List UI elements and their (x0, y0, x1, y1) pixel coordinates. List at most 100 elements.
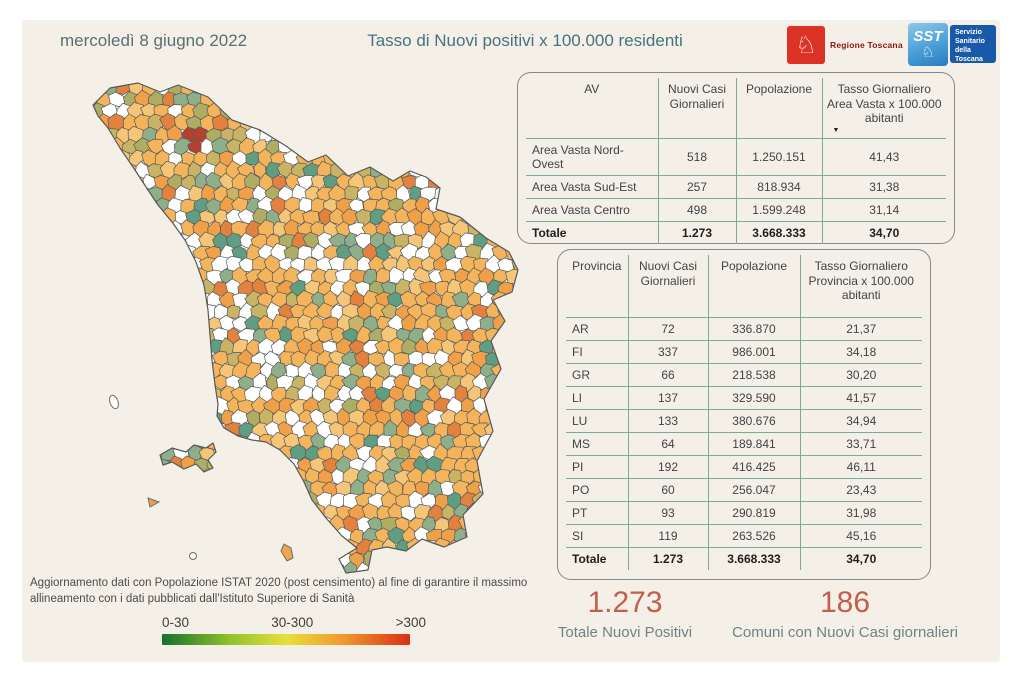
column-header-av[interactable]: AV (526, 78, 658, 139)
table-cell: 189.841 (707, 432, 800, 456)
table-cell: MS (566, 432, 628, 456)
table-cell: 329.590 (707, 386, 800, 410)
table-cell: 34,70 (799, 547, 922, 570)
sst-acronym: SST (913, 28, 943, 45)
report-canvas: mercoledì 8 giugno 2022 Tasso di Nuovi p… (22, 20, 1000, 662)
table-row[interactable]: MS 64 189.841 33,71 (566, 432, 922, 456)
table-cell: 33,71 (799, 432, 922, 456)
table-total-row[interactable]: Totale 1.273 3.668.333 34,70 (566, 547, 922, 570)
kpi-label: Comuni con Nuovi Casi giornalieri (732, 624, 958, 641)
column-header-popolazione[interactable]: Popolazione (707, 255, 800, 318)
regione-toscana-label: Regione Toscana (830, 40, 903, 50)
table-header-row: AV Nuovi Casi Giornalieri Popolazione Ta… (526, 78, 946, 139)
pegasus-icon: ♘ (921, 44, 935, 61)
table-row[interactable]: Area Vasta Nord-Ovest 518 1.250.151 41,43 (526, 138, 946, 176)
table-cell: 41,43 (821, 138, 946, 176)
table-cell: 137 (627, 386, 708, 410)
table-row[interactable]: PO 60 256.047 23,43 (566, 478, 922, 502)
legend-gradient-bar (162, 634, 410, 645)
table-cell: 31,38 (821, 175, 946, 199)
table-cell: 3.668.333 (735, 221, 822, 244)
table-cell: 60 (627, 478, 708, 502)
table-cell: 416.425 (707, 455, 800, 479)
province-table: Provincia Nuovi Casi Giornalieri Popolaz… (557, 249, 931, 580)
tuscany-choropleth-map[interactable] (60, 70, 530, 582)
table-row[interactable]: Area Vasta Centro 498 1.599.248 31,14 (526, 198, 946, 222)
table-cell: 518 (657, 138, 736, 176)
legend-label-low: 0-30 (162, 615, 190, 630)
island-montecristo (189, 552, 197, 560)
column-header-nuovi-casi[interactable]: Nuovi Casi Giornalieri (627, 255, 708, 318)
kpi-value: 186 (819, 586, 871, 619)
table-row[interactable]: PI 192 416.425 46,11 (566, 455, 922, 479)
table-cell: 21,37 (799, 317, 922, 341)
table-cell: LU (566, 409, 628, 433)
table-cell: 290.819 (707, 501, 800, 525)
table-cell: 46,11 (799, 455, 922, 479)
column-header-provincia[interactable]: Provincia (566, 255, 628, 318)
table-cell: 133 (627, 409, 708, 433)
regione-toscana-logo: ♘ (787, 26, 825, 64)
table-cell: 1.273 (627, 547, 708, 570)
table-cell: 72 (627, 317, 708, 341)
column-header-nuovi-casi[interactable]: Nuovi Casi Giornalieri (657, 78, 736, 139)
table-row[interactable]: LU 133 380.676 34,94 (566, 409, 922, 433)
table-row[interactable]: SI 119 263.526 45,16 (566, 524, 922, 548)
table-cell: 30,20 (799, 363, 922, 387)
table-cell: 218.538 (707, 363, 800, 387)
sst-logo: SST ♘ (908, 23, 948, 66)
column-header-label: Tasso Giornaliero Area Vasta x 100.000 a… (826, 82, 942, 126)
table-cell: 337 (627, 340, 708, 364)
table-row[interactable]: Area Vasta Sud-Est 257 818.934 31,38 (526, 175, 946, 199)
table-cell: PO (566, 478, 628, 502)
table-cell: Area Vasta Sud-Est (526, 175, 658, 199)
table-cell: Totale (532, 225, 567, 240)
table-row[interactable]: AR 72 336.870 21,37 (566, 317, 922, 341)
table-cell: 34,18 (799, 340, 922, 364)
table-cell: 257 (657, 175, 736, 199)
table-cell: GR (566, 363, 628, 387)
table-cell: 256.047 (707, 478, 800, 502)
page-title: Tasso di Nuovi positivi x 100.000 reside… (367, 31, 683, 50)
pegasus-icon: ♘ (795, 31, 817, 59)
table-row[interactable]: LI 137 329.590 41,57 (566, 386, 922, 410)
table-cell: 119 (627, 524, 708, 548)
legend-label-high: >300 (395, 615, 426, 630)
table-row[interactable]: FI 337 986.001 34,18 (566, 340, 922, 364)
sst-word: della (955, 47, 971, 55)
table-cell: 336.870 (707, 317, 800, 341)
table-cell: 23,43 (799, 478, 922, 502)
map-legend: 0-30 30-300 >300 (162, 615, 426, 645)
table-cell: 1.599.248 (735, 198, 822, 222)
table-cell: 192 (627, 455, 708, 479)
table-cell: 31,98 (799, 501, 922, 525)
municipality-cells[interactable] (69, 70, 531, 582)
table-cell: 64 (627, 432, 708, 456)
table-cell: Area Vasta Nord-Ovest (526, 138, 658, 176)
table-cell: Area Vasta Centro (526, 198, 658, 222)
table-cell: LI (566, 386, 628, 410)
table-cell: 31,14 (821, 198, 946, 222)
island-gorgona (109, 394, 119, 410)
column-header-tasso[interactable]: Tasso Giornaliero Provincia x 100.000 ab… (799, 255, 922, 318)
column-header-tasso[interactable]: Tasso Giornaliero Area Vasta x 100.000 a… (821, 78, 946, 139)
column-header-popolazione[interactable]: Popolazione (735, 78, 822, 139)
table-cell: Totale (572, 551, 607, 566)
table-cell: 66 (627, 363, 708, 387)
kpi-comuni-con-casi: 186 Comuni con Nuovi Casi giornalieri (710, 586, 980, 641)
table-row[interactable]: GR 66 218.538 30,20 (566, 363, 922, 387)
table-cell: 34,94 (799, 409, 922, 433)
table-row[interactable]: PT 93 290.819 31,98 (566, 501, 922, 525)
table-cell: 380.676 (707, 409, 800, 433)
sst-wordmark: Servizio Sanitario della Toscana (950, 25, 996, 63)
kpi-label: Totale Nuovi Positivi (557, 624, 693, 641)
table-cell: PT (566, 501, 628, 525)
table-total-row[interactable]: Totale 1.273 3.668.333 34,70 (526, 221, 946, 244)
table-cell: SI (566, 524, 628, 548)
table-cell: 34,70 (821, 221, 946, 244)
table-header-row: Provincia Nuovi Casi Giornalieri Popolaz… (566, 255, 922, 318)
footnote: Aggiornamento dati con Popolazione ISTAT… (30, 577, 528, 605)
table-cell: FI (566, 340, 628, 364)
tuscany-outline (92, 82, 519, 574)
island-pianosa (147, 497, 161, 508)
